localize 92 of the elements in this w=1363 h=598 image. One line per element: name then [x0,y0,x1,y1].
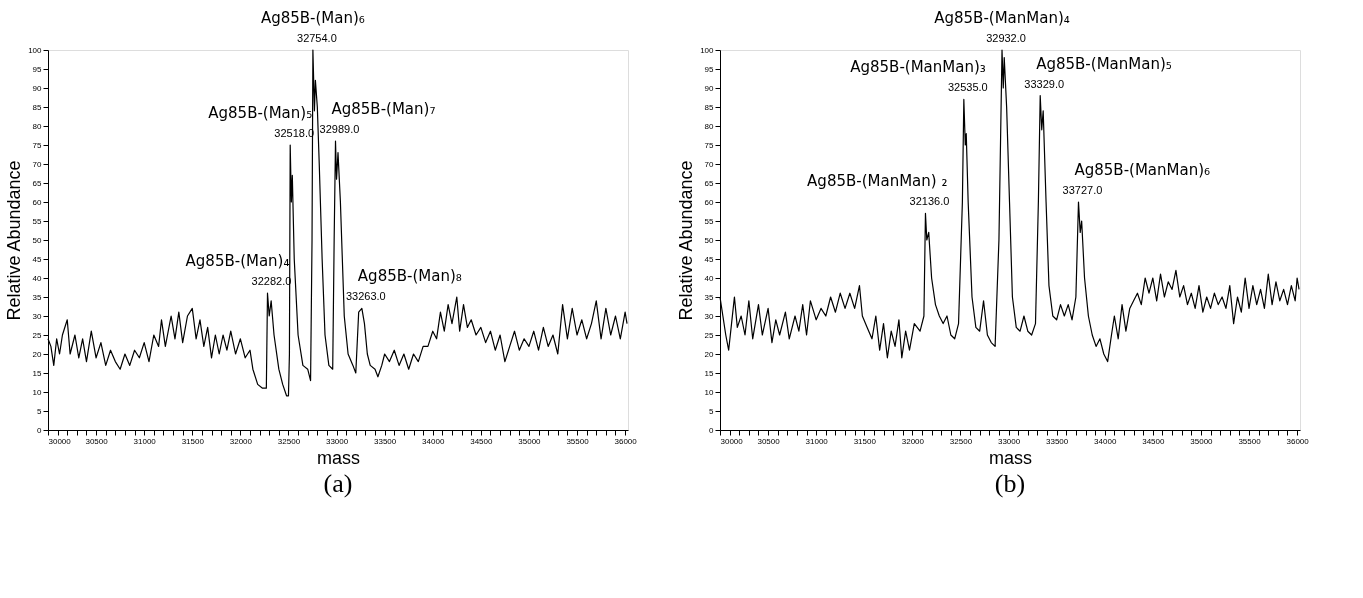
annotation: Ag85B-(ManMan)₆ [1074,161,1211,179]
x-tick-label: 30000 [48,436,72,446]
y-tick-label: 95 [32,64,43,74]
y-tick-label: 5 [37,406,43,416]
y-tick-label: 65 [704,178,715,188]
y-tick-label: 30 [32,311,43,321]
y-tick-label: 95 [704,64,715,74]
x-tick-label: 33500 [1046,436,1069,446]
annotation: 32989.0 [319,123,360,136]
y-tick-label: 35 [704,292,715,302]
y-tick-label: 30 [704,311,715,321]
y-tick-label: 60 [32,197,43,207]
annotation: Ag85B-(Man)₇ [331,100,436,119]
y-tick-label: 25 [32,330,43,340]
y-tick-label: 75 [704,140,715,150]
y-tick-label: 25 [704,330,715,340]
x-tick-label: 35000 [1190,436,1214,446]
x-tick-label: 31000 [133,436,157,446]
x-tick-label: 31000 [805,436,829,446]
y-tick-label: 0 [37,425,43,435]
annotation: 33329.0 [1024,77,1065,90]
y-tick-label: 15 [32,368,43,378]
y-tick-label: 50 [32,235,43,245]
text: (a) [323,469,353,498]
x-tick-label: 35500 [566,436,590,446]
y-tick-label: 50 [704,235,715,245]
annotation: 33263.0 [345,290,386,303]
y-tick-label: 10 [704,387,715,397]
annotation: 32932.0 [986,32,1026,44]
x-tick-label: 35500 [1238,436,1262,446]
x-tick-label: 34000 [1094,436,1117,446]
x-tick-label: 34500 [1142,436,1166,446]
annotation: Ag85B-(Man)₈ [357,267,462,286]
y-tick-label: 100 [28,45,43,55]
annotation: 32754.0 [297,32,337,44]
y-tick-label: 85 [32,102,43,112]
annotation: 33727.0 [1062,184,1103,196]
x-tick-label: 33000 [997,436,1021,446]
y-tick-label: 45 [32,254,43,264]
x-tick-label: 32000 [229,436,253,446]
x-tick-label: 35000 [518,436,542,446]
x-tick-label: 32500 [949,436,973,446]
y-tick-label: 35 [32,292,43,302]
annotation: 32535.0 [947,81,988,94]
annotation: Ag85B-(ManMan)₄ [934,9,1070,27]
annotation: Ag85B-(Man)₄ [185,252,290,271]
x-axis-title: mass [988,447,1033,468]
text: (b) [994,469,1026,498]
y-tick-label: 85 [704,102,715,112]
annotation: Ag85B-(Man)₅ [208,104,313,122]
y-tick-label: 15 [704,368,715,378]
x-tick-label: 33000 [325,436,349,446]
x-tick-label: 30500 [85,436,109,446]
y-tick-label: 100 [700,45,715,55]
y-tick-label: 65 [32,178,43,188]
y-tick-label: 5 [709,406,715,416]
y-tick-label: 20 [32,349,43,359]
x-tick-label: 32500 [277,436,301,446]
y-tick-label: 75 [32,140,43,150]
y-tick-label: 80 [704,121,715,131]
y-tick-label: 40 [704,273,715,283]
y-tick-label: 80 [32,121,43,131]
x-tick-label: 36000 [1286,436,1310,446]
y-tick-label: 45 [704,254,715,264]
x-axis-title: mass [316,447,361,468]
y-tick-label: 90 [32,83,43,93]
y-axis-title: Relative Abundance [4,160,25,321]
annotation: Ag85B-(ManMan)₃ [850,58,986,77]
x-tick-label: 32000 [901,436,925,446]
y-tick-label: 55 [32,216,43,226]
y-tick-label: 70 [32,159,43,169]
y-axis-title: Relative Abundance [676,160,697,321]
x-tick-label: 31500 [181,436,205,446]
x-tick-label: 30500 [757,436,781,446]
y-tick-label: 10 [32,387,43,397]
x-tick-label: 31500 [853,436,877,446]
y-tick-label: 60 [704,197,715,207]
y-tick-label: 0 [709,425,715,435]
y-tick-label: 20 [704,349,715,359]
annotation: Ag85B-(Man)₆ [260,9,365,27]
y-tick-label: 40 [32,273,43,283]
annotation: Ag85B-(ManMan) ₂ [807,172,948,191]
x-tick-label: 34500 [470,436,494,446]
x-tick-label: 33500 [374,436,397,446]
annotation: Ag85B-(ManMan)₅ [1036,54,1172,73]
annotation: 32136.0 [909,195,950,208]
y-tick-label: 70 [704,159,715,169]
x-tick-label: 34000 [422,436,445,446]
x-tick-label: 30000 [720,436,744,446]
x-tick-label: 36000 [614,436,638,446]
y-tick-label: 90 [704,83,715,93]
y-tick-label: 55 [704,216,715,226]
